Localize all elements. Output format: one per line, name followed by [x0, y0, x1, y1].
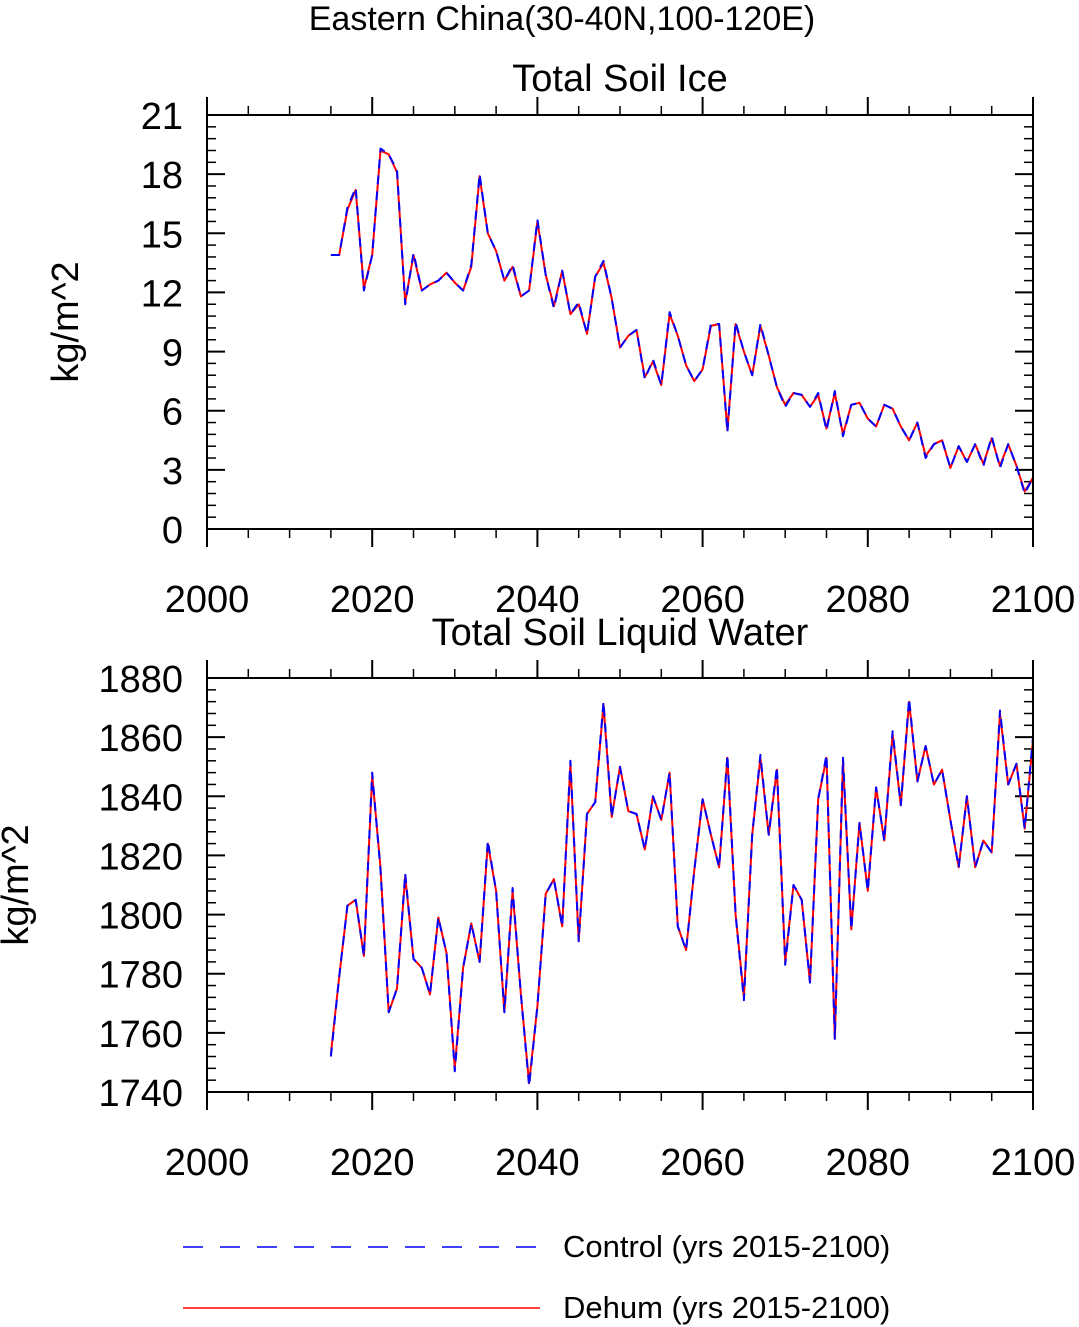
x-tick-label: 2100: [991, 579, 1076, 621]
plot-frame: [206, 114, 1034, 530]
legend: Control (yrs 2015-2100) Dehum (yrs 2015-…: [183, 1229, 890, 1325]
series-line-control: [329, 697, 1034, 1088]
x-tick-label: 2020: [330, 1142, 415, 1184]
figure-title: Eastern China(30-40N,100-120E): [309, 0, 816, 38]
x-tick-label: 2080: [826, 579, 911, 621]
x-tick-label: 2000: [165, 579, 250, 621]
tick-labels: 2000 2020 2040 2060 2080 2100 0 3 6 9 12 15 18 21: [141, 96, 1076, 621]
x-tick-label: 2060: [660, 1142, 745, 1184]
legend-label-dehum: Dehum (yrs 2015-2100): [563, 1290, 890, 1325]
y-tick-label: 1880: [98, 659, 183, 701]
y-tick-label: 1860: [98, 718, 183, 760]
y-axis-label: kg/m^2: [0, 824, 37, 945]
y-tick-label: 3: [162, 451, 183, 493]
series-line-control: [330, 147, 1034, 495]
tick-marks: [206, 97, 1034, 547]
y-tick-label: 6: [162, 392, 183, 434]
y-tick-label: 1800: [98, 896, 183, 938]
x-tick-label: 2000: [165, 1142, 250, 1184]
series-lines: [330, 147, 1034, 495]
x-tick-label: 2040: [495, 1142, 580, 1184]
y-tick-label: 9: [162, 333, 183, 375]
series-lines: [329, 697, 1034, 1088]
legend-label-control: Control (yrs 2015-2100): [563, 1229, 890, 1264]
x-tick-label: 2020: [330, 579, 415, 621]
y-tick-label: 1780: [98, 955, 183, 997]
x-tick-label: 2080: [826, 1142, 911, 1184]
y-tick-label: 21: [141, 96, 183, 138]
y-tick-label: 18: [141, 155, 183, 197]
y-axis-label: kg/m^2: [45, 261, 87, 382]
y-tick-label: 15: [141, 214, 183, 256]
tick-marks: [206, 660, 1034, 1110]
panel-title: Total Soil Liquid Water: [432, 612, 809, 654]
tick-labels: 2000 2020 2040 2060 2080 2100 1740 1760 1780 1800…: [98, 659, 1075, 1184]
y-tick-label: 1820: [98, 836, 183, 878]
legend-item-dehum: Dehum (yrs 2015-2100): [183, 1290, 890, 1325]
x-tick-label: 2100: [991, 1142, 1076, 1184]
total-soil-ice-panel: Total Soil Ice kg/m^2 2000 2020 2040 2060 20…: [45, 58, 1075, 621]
y-tick-label: 1760: [98, 1014, 183, 1056]
x-tick-label: 2040: [495, 579, 580, 621]
plot-frame: [206, 677, 1034, 1093]
legend-item-control: Control (yrs 2015-2100): [183, 1229, 890, 1264]
y-tick-label: 12: [141, 273, 183, 315]
panel-title: Total Soil Ice: [512, 58, 727, 100]
y-tick-label: 1840: [98, 777, 183, 819]
x-tick-label: 2060: [660, 579, 745, 621]
total-soil-liquid-water-panel: Total Soil Liquid Water kg/m^2 2000 2020 2…: [0, 612, 1075, 1184]
series-line-dehum: [330, 149, 1034, 493]
y-tick-label: 0: [162, 510, 183, 552]
y-tick-label: 1740: [98, 1073, 183, 1115]
